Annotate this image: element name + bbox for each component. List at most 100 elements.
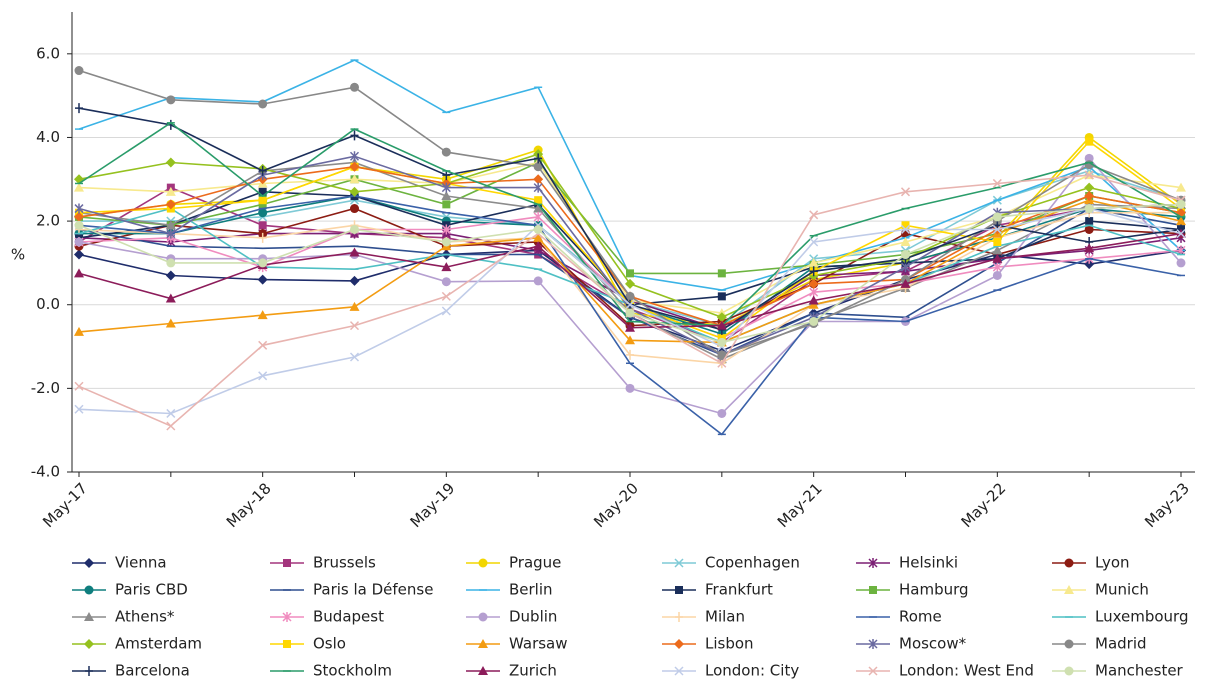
marker: [900, 237, 911, 246]
marker: [478, 558, 488, 568]
marker: [84, 558, 94, 568]
legend-item: Budapest: [270, 608, 384, 626]
marker: [74, 326, 84, 336]
marker: [625, 291, 635, 301]
marker: [74, 182, 84, 192]
marker: [165, 220, 176, 230]
marker: [478, 666, 488, 675]
marker: [808, 295, 819, 305]
marker: [165, 318, 176, 328]
marker: [350, 82, 359, 92]
marker: [258, 258, 268, 268]
legend-label: Barcelona: [115, 662, 190, 680]
marker: [993, 238, 1002, 246]
y-axis-label: %: [11, 246, 25, 264]
marker: [1084, 191, 1095, 201]
marker: [900, 278, 911, 288]
legend-item: Helsinki: [856, 554, 958, 572]
marker: [441, 191, 452, 200]
series: [74, 199, 1186, 347]
marker: [283, 559, 291, 567]
marker: [166, 228, 176, 239]
y-tick-label: 6.0: [36, 44, 60, 62]
marker: [675, 612, 683, 622]
legend-item: Athens*: [72, 608, 175, 626]
marker: [717, 337, 727, 347]
marker: [350, 224, 359, 234]
marker: [1084, 182, 1095, 193]
series: [74, 204, 1186, 418]
marker: [533, 211, 543, 222]
marker: [349, 352, 360, 362]
marker: [992, 270, 1002, 280]
marker: [85, 666, 93, 676]
marker: [626, 349, 634, 360]
marker: [349, 321, 360, 331]
marker: [717, 292, 726, 301]
legend-item: Lisbon: [662, 635, 754, 653]
marker: [809, 316, 819, 326]
marker: [258, 221, 267, 230]
marker: [868, 558, 878, 568]
marker: [992, 245, 1003, 255]
legend-item: Stockholm: [270, 662, 392, 680]
y-tick-label: 2.0: [36, 212, 60, 230]
legend-label: Stockholm: [313, 662, 392, 680]
marker: [258, 200, 267, 209]
legend-label: Amsterdam: [115, 635, 202, 653]
marker: [166, 95, 176, 105]
marker: [258, 99, 268, 109]
marker: [258, 208, 268, 218]
legend-label: Frankfurt: [705, 581, 773, 599]
y-tick-label: 4.0: [36, 128, 60, 146]
marker: [165, 270, 176, 281]
marker: [74, 203, 84, 214]
marker: [349, 161, 360, 172]
legend-item: Dublin: [466, 608, 557, 626]
marker: [900, 224, 911, 234]
marker: [478, 612, 488, 622]
legend-item: London: West End: [856, 662, 1034, 680]
x-tick-label: May-21: [774, 479, 826, 531]
marker: [74, 211, 84, 222]
marker: [441, 224, 451, 235]
marker: [441, 237, 451, 247]
legend-item: Vienna: [72, 554, 167, 572]
legend-label: Budapest: [313, 608, 384, 626]
marker: [900, 187, 911, 197]
marker: [533, 276, 543, 286]
marker: [165, 157, 176, 168]
x-tick-label: May-23: [1141, 479, 1193, 531]
marker: [992, 178, 1002, 188]
marker: [533, 162, 543, 172]
marker: [868, 639, 878, 649]
marker: [350, 130, 359, 141]
marker: [533, 241, 544, 251]
marker: [901, 250, 910, 260]
marker: [258, 196, 267, 205]
x-tick-label: May-18: [223, 479, 275, 531]
marker: [258, 232, 267, 243]
legend-item: Zurich: [466, 662, 557, 680]
legend-item: Barcelona: [72, 662, 190, 680]
marker: [442, 200, 451, 209]
legend-label: Brussels: [313, 554, 376, 572]
legend-item: Frankfurt: [662, 581, 773, 599]
marker: [809, 266, 818, 277]
legend-label: Paris CBD: [115, 581, 188, 599]
marker: [1064, 639, 1074, 649]
legend-label: Helsinki: [899, 554, 958, 572]
marker: [716, 320, 727, 330]
legend-label: Munich: [1095, 581, 1149, 599]
x-tick-label: May-20: [590, 479, 642, 531]
legend-item: Prague: [466, 554, 561, 572]
marker: [1176, 229, 1186, 239]
marker: [808, 257, 819, 267]
marker: [716, 312, 727, 323]
marker: [74, 268, 84, 278]
marker: [441, 291, 451, 301]
marker: [674, 558, 684, 568]
legend-item: London: City: [662, 662, 799, 680]
marker: [1084, 204, 1094, 214]
marker: [533, 182, 543, 193]
